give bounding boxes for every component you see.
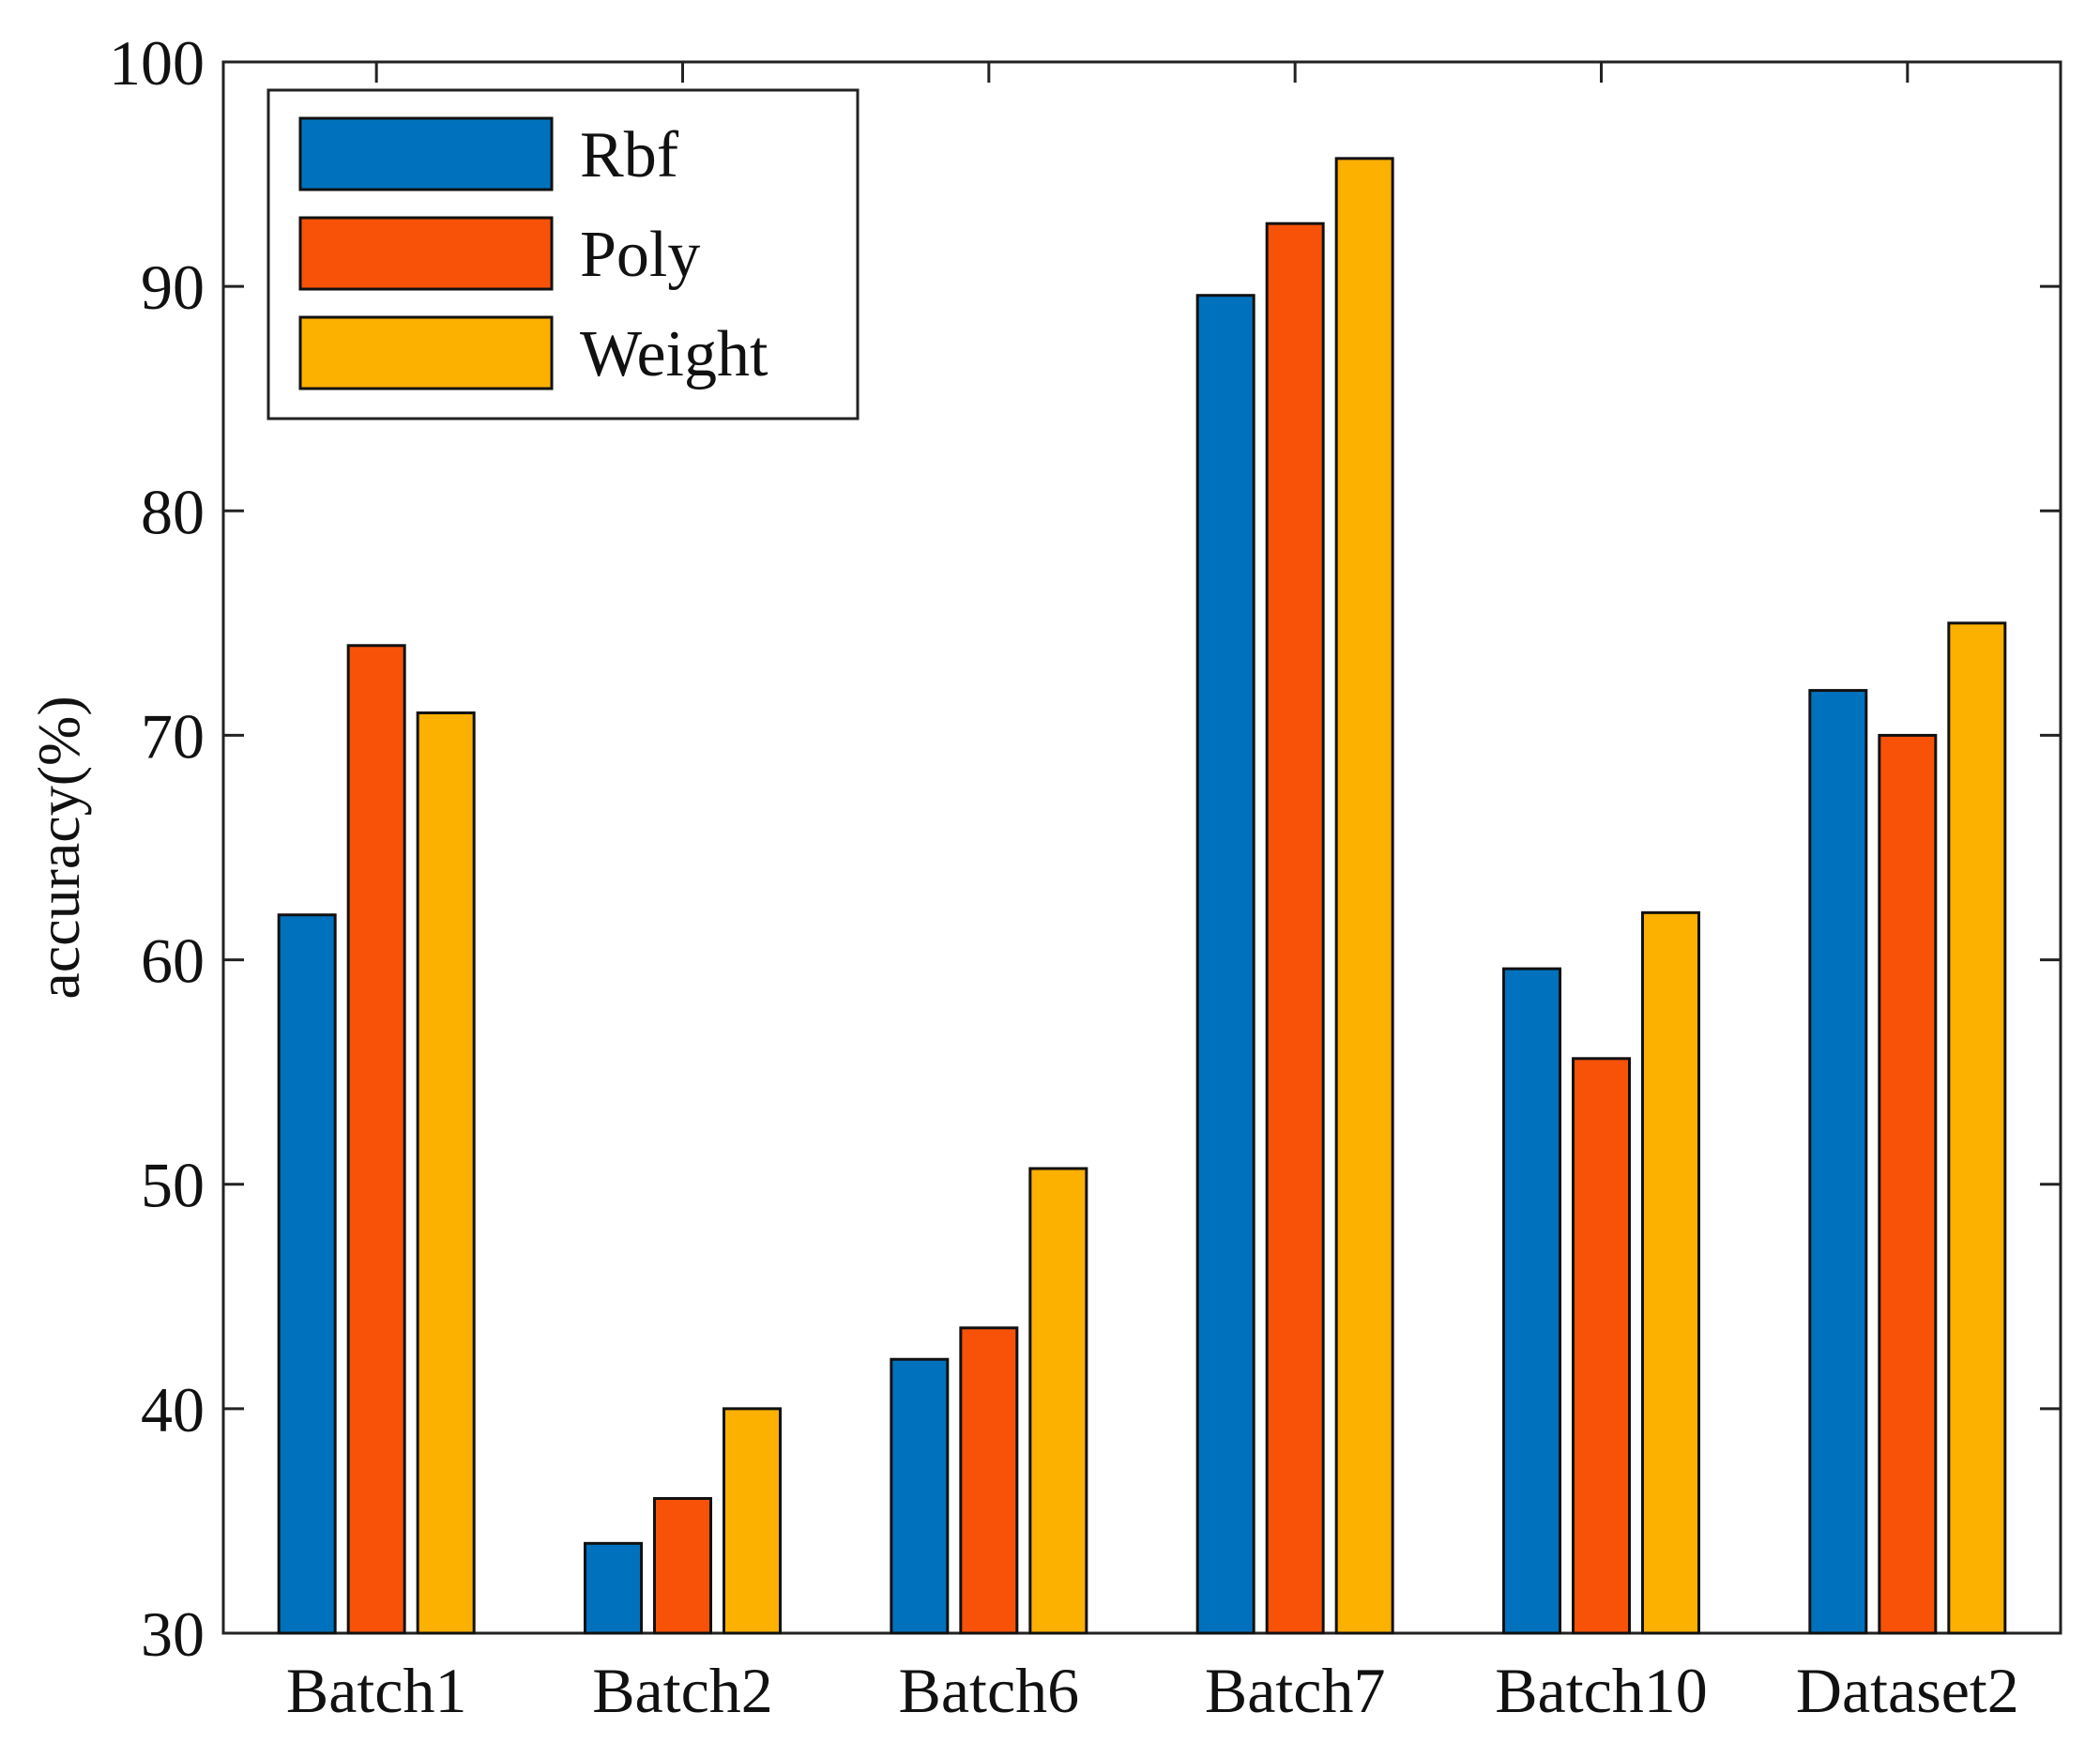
bar-rbf-batch2 — [584, 1541, 643, 1635]
y-tick-label: 60 — [141, 925, 205, 997]
bar-weight-batch1 — [416, 711, 476, 1635]
y-tick-label: 90 — [141, 252, 205, 323]
bar-weight-batch7 — [1334, 157, 1394, 1635]
bar-poly-batch2 — [653, 1497, 712, 1635]
x-tick-label: Batch7 — [1205, 1655, 1386, 1726]
legend-label-rbf: Rbf — [580, 119, 679, 191]
y-tick-label: 100 — [109, 27, 205, 99]
bar-weight-batch2 — [723, 1407, 782, 1635]
bar-rbf-batch7 — [1195, 294, 1255, 1635]
bar-poly-batch6 — [959, 1326, 1019, 1635]
y-tick-label: 80 — [141, 476, 205, 547]
bar-rbf-batch1 — [277, 913, 337, 1635]
x-tick-labels: Batch1 Batch2 Batch6 Batch7 Batch10 Dataset2 — [286, 1655, 2019, 1726]
bar-weight-dataset2 — [1947, 621, 2007, 1635]
legend: Rbf Poly Weight — [266, 88, 860, 420]
x-tick-label: Batch2 — [592, 1655, 773, 1726]
bar-rbf-dataset2 — [1808, 689, 1868, 1635]
y-tick-label: 70 — [141, 700, 205, 772]
x-tick-label: Batch10 — [1495, 1655, 1708, 1726]
bar-weight-batch10 — [1641, 910, 1700, 1635]
y-axis-label: accuracy(%) — [25, 696, 92, 999]
bar-poly-batch10 — [1572, 1057, 1631, 1635]
bar-rbf-batch6 — [890, 1357, 950, 1635]
y-tick-label: 30 — [141, 1598, 205, 1670]
legend-swatch-weight — [298, 315, 554, 390]
bar-weight-batch6 — [1028, 1167, 1088, 1635]
legend-swatch-poly — [298, 216, 554, 291]
bar-rbf-batch10 — [1502, 967, 1561, 1635]
y-tick-labels: 30 40 50 60 70 80 90 100 — [109, 27, 205, 1670]
y-tick-label: 40 — [141, 1374, 205, 1445]
x-tick-label: Batch1 — [286, 1655, 467, 1726]
legend-swatch-rbf — [298, 116, 554, 191]
x-tick-label: Batch6 — [899, 1655, 1080, 1726]
y-tick-label: 50 — [141, 1150, 205, 1221]
x-tick-label: Dataset2 — [1796, 1655, 2019, 1726]
plot-area-frame — [221, 60, 2062, 1635]
bars-group — [277, 157, 2007, 1635]
bar-poly-dataset2 — [1878, 733, 1938, 1635]
legend-label-weight: Weight — [580, 318, 768, 390]
bar-poly-batch7 — [1265, 222, 1325, 1635]
bar-poly-batch1 — [346, 644, 406, 1635]
legend-label-poly: Poly — [580, 219, 700, 291]
